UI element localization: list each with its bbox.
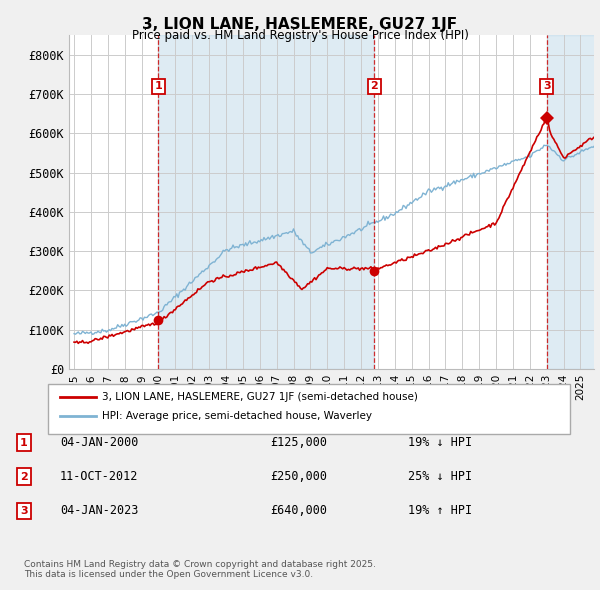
Text: 1: 1	[20, 438, 28, 447]
Bar	[547, 35, 600, 369]
Text: Price paid vs. HM Land Registry's House Price Index (HPI): Price paid vs. HM Land Registry's House …	[131, 30, 469, 42]
Text: £640,000: £640,000	[270, 504, 327, 517]
Text: 1: 1	[155, 81, 163, 91]
Text: Contains HM Land Registry data © Crown copyright and database right 2025.
This d: Contains HM Land Registry data © Crown c…	[24, 560, 376, 579]
Text: 25% ↓ HPI: 25% ↓ HPI	[408, 470, 472, 483]
Text: 19% ↑ HPI: 19% ↑ HPI	[408, 504, 472, 517]
Bar	[158, 35, 374, 369]
Text: 2: 2	[371, 81, 378, 91]
Text: £250,000: £250,000	[270, 470, 327, 483]
Text: 04-JAN-2023: 04-JAN-2023	[60, 504, 139, 517]
Text: £125,000: £125,000	[270, 436, 327, 449]
Text: 19% ↓ HPI: 19% ↓ HPI	[408, 436, 472, 449]
Text: 3, LION LANE, HASLEMERE, GU27 1JF: 3, LION LANE, HASLEMERE, GU27 1JF	[142, 17, 458, 31]
Text: HPI: Average price, semi-detached house, Waverley: HPI: Average price, semi-detached house,…	[102, 411, 372, 421]
Text: 3, LION LANE, HASLEMERE, GU27 1JF (semi-detached house): 3, LION LANE, HASLEMERE, GU27 1JF (semi-…	[102, 392, 418, 402]
Text: 3: 3	[20, 506, 28, 516]
Bar	[580, 35, 600, 369]
Text: 04-JAN-2000: 04-JAN-2000	[60, 436, 139, 449]
Text: 3: 3	[543, 81, 551, 91]
Text: 11-OCT-2012: 11-OCT-2012	[60, 470, 139, 483]
Text: 2: 2	[20, 472, 28, 481]
